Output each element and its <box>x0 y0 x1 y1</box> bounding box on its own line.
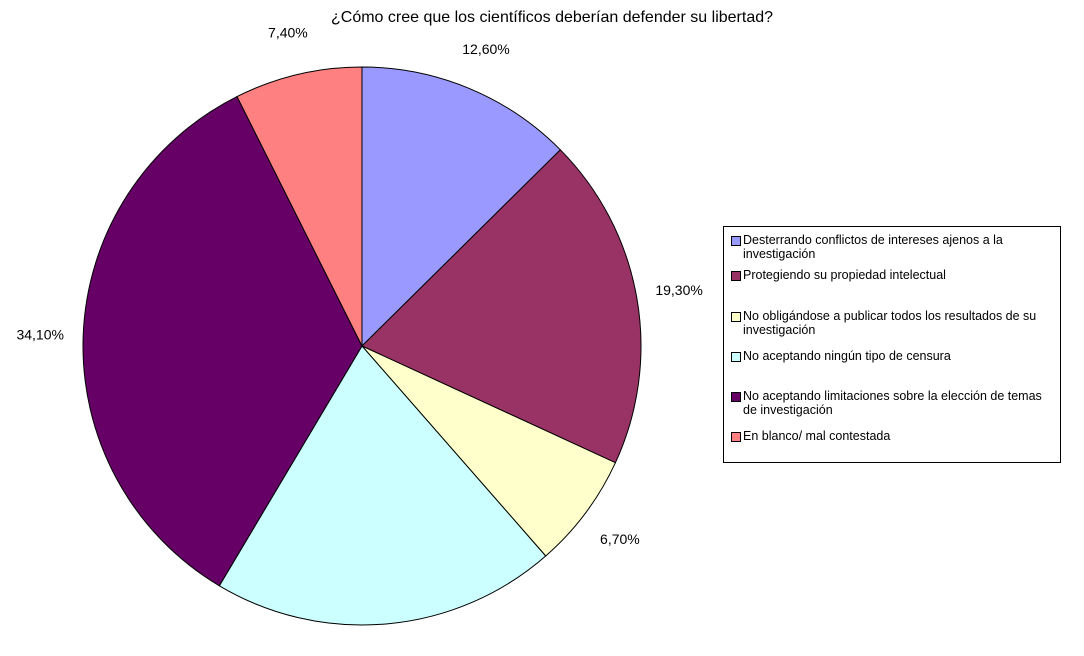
legend-item: Protegiendo su propiedad intelectual <box>731 268 1057 282</box>
legend-item: No aceptando ningún tipo de censura <box>731 349 1057 363</box>
legend-item: Desterrando conflictos de intereses ajen… <box>731 233 1057 261</box>
slice-data-label: 7,40% <box>268 25 308 41</box>
slice-data-label: 34,10% <box>16 326 63 342</box>
pie-slice <box>361 345 617 557</box>
legend-swatch <box>731 352 741 362</box>
legend-label: No obligándose a publicar todos los resu… <box>743 309 1037 337</box>
pie-slice <box>218 345 547 626</box>
slice-data-label: 6,70% <box>600 531 640 547</box>
legend-label: Desterrando conflictos de intereses ajen… <box>743 233 1003 261</box>
legend-label: Protegiendo su propiedad intelectual <box>743 268 946 282</box>
slice-data-label: 19,30% <box>655 282 702 298</box>
legend-swatch <box>731 271 741 281</box>
legend-item: En blanco/ mal contestada <box>731 429 1057 443</box>
legend-swatch <box>731 392 741 402</box>
legend-label: No aceptando ningún tipo de censura <box>743 349 951 363</box>
legend: Desterrando conflictos de intereses ajen… <box>723 226 1061 463</box>
pie-slice <box>361 149 642 464</box>
legend-label: En blanco/ mal contestada <box>743 429 891 443</box>
pie-slice <box>236 66 363 347</box>
legend-swatch <box>731 312 741 322</box>
chart-title: ¿Cómo cree que los científicos deberían … <box>330 9 774 26</box>
legend-swatch <box>731 432 741 442</box>
legend-label: No aceptando limitaciones sobre la elecc… <box>743 389 1042 417</box>
legend-swatch <box>731 236 741 246</box>
pie-slice <box>361 66 562 348</box>
legend-item: No obligándose a publicar todos los resu… <box>731 309 1057 337</box>
slice-data-label: 12,60% <box>462 41 509 57</box>
legend-item: No aceptando limitaciones sobre la elecc… <box>731 389 1057 417</box>
pie-slice <box>82 95 363 587</box>
